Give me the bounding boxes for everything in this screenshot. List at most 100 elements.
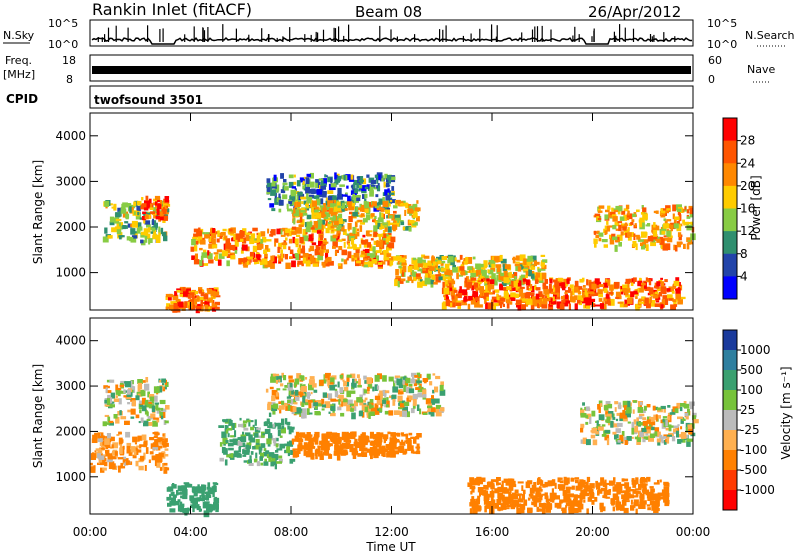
data-cell: [105, 390, 112, 394]
data-cell: [323, 238, 327, 241]
data-cell: [318, 240, 323, 247]
data-cell: [619, 434, 624, 442]
data-cell: [315, 252, 321, 255]
data-cell: [562, 493, 568, 496]
data-cell: [305, 226, 311, 233]
data-cell: [349, 445, 352, 453]
data-cell: [496, 499, 502, 505]
data-cell: [679, 407, 683, 412]
data-cell: [376, 398, 382, 405]
data-cell: [616, 491, 621, 495]
data-cell: [240, 238, 244, 242]
data-cell: [452, 267, 458, 273]
data-cell: [374, 174, 379, 178]
data-cell: [334, 433, 340, 438]
data-cell: [551, 488, 554, 493]
data-cell: [262, 236, 267, 243]
data-cell: [187, 294, 191, 299]
data-cell: [689, 401, 695, 406]
data-cell: [425, 398, 431, 405]
data-cell: [174, 291, 178, 296]
data-cell: [234, 249, 238, 254]
data-cell: [395, 275, 401, 281]
data-cell: [627, 234, 632, 241]
data-cell: [426, 373, 431, 380]
data-cell: [296, 234, 301, 237]
data-cell: [297, 444, 303, 452]
data-cell: [139, 444, 142, 449]
data-cell: [493, 277, 497, 283]
data-cell: [342, 194, 348, 197]
data-cell: [183, 289, 189, 297]
data-cell: [108, 422, 114, 426]
data-cell: [303, 435, 308, 439]
data-cell: [567, 500, 573, 507]
data-cell: [639, 413, 645, 417]
freq-unit: [MHz]: [3, 68, 35, 81]
data-cell: [622, 226, 627, 231]
data-cell: [377, 201, 383, 205]
data-cell: [582, 292, 586, 298]
data-cell: [179, 491, 182, 495]
data-cell: [206, 497, 210, 501]
data-cell: [393, 432, 399, 436]
data-cell: [672, 430, 678, 434]
data-cell: [377, 183, 380, 187]
data-cell: [591, 427, 598, 434]
data-cell: [170, 492, 174, 496]
data-cell: [551, 495, 555, 503]
power-colorbar-block: [723, 276, 737, 300]
data-cell: [608, 480, 613, 486]
data-cell: [386, 178, 391, 184]
data-cell: [673, 280, 680, 287]
data-cell: [650, 488, 655, 493]
data-cell: [115, 218, 122, 222]
data-cell: [224, 425, 228, 430]
y-tick-label: 3000: [55, 379, 86, 393]
data-cell: [394, 279, 398, 287]
data-cell: [302, 180, 305, 185]
data-cell: [637, 435, 642, 442]
data-cell: [397, 220, 400, 224]
data-cell: [311, 207, 314, 213]
data-cell: [614, 401, 619, 405]
data-cell: [272, 180, 277, 185]
data-cell: [275, 443, 279, 448]
data-cell: [617, 484, 623, 492]
data-cell: [334, 453, 339, 456]
data-cell: [496, 293, 499, 298]
data-cell: [215, 507, 219, 513]
data-cell: [682, 209, 685, 213]
data-cell: [580, 489, 584, 495]
data-cell: [466, 279, 473, 284]
power-colorbar-block: [723, 163, 737, 187]
data-cell: [246, 232, 251, 235]
data-cell: [519, 278, 525, 286]
data-cell: [291, 438, 298, 442]
data-cell: [379, 212, 382, 219]
data-cell: [322, 219, 325, 225]
data-cell: [656, 407, 662, 411]
data-cell: [686, 237, 692, 243]
data-cell: [666, 288, 671, 292]
data-cell: [680, 432, 687, 439]
data-cell: [690, 405, 693, 410]
data-cell: [395, 269, 399, 276]
data-cell: [641, 244, 646, 250]
data-cell: [150, 211, 156, 215]
data-cell: [500, 258, 507, 264]
data-cell: [125, 213, 129, 220]
data-cell: [597, 210, 603, 213]
data-cell: [606, 220, 609, 225]
data-cell: [288, 388, 291, 395]
data-cell: [336, 454, 341, 461]
data-cell: [288, 201, 293, 204]
data-cell: [403, 385, 407, 392]
data-cell: [444, 276, 451, 280]
data-cell: [663, 408, 666, 413]
data-cell: [272, 458, 277, 466]
data-cell: [457, 303, 461, 309]
nave-label: Nave: [747, 63, 775, 76]
data-cell: [617, 301, 623, 304]
data-cell: [439, 389, 446, 396]
